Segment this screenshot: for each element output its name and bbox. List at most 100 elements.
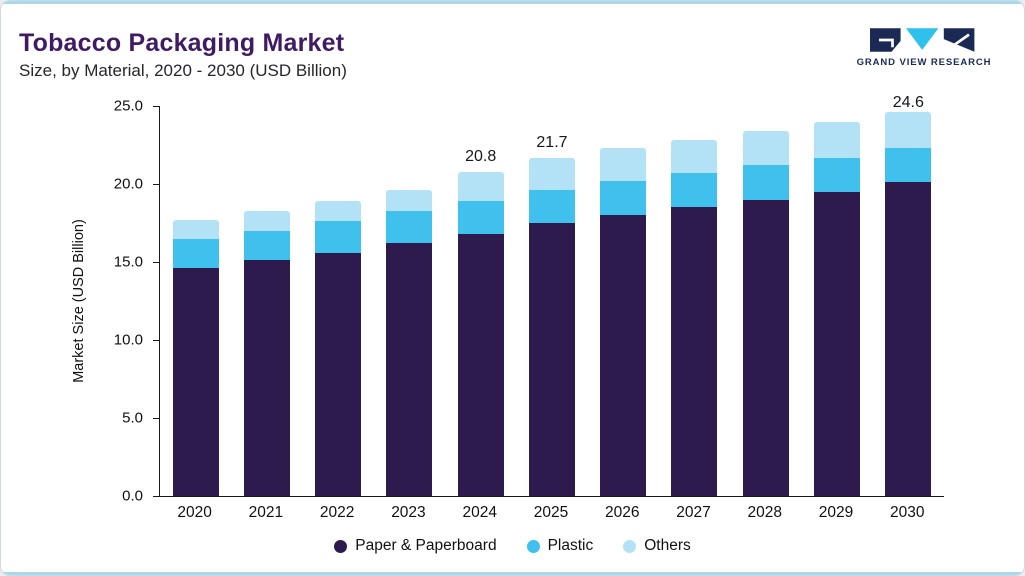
bar-value-label: 24.6 xyxy=(892,94,924,112)
x-tick-label: 2021 xyxy=(248,504,284,521)
bar-segment-others xyxy=(742,130,789,166)
x-tick-label: 2025 xyxy=(533,504,569,521)
y-tick-label: 5.0 xyxy=(122,409,143,427)
y-tick-mark xyxy=(153,261,159,263)
bar-column-2026 xyxy=(588,106,659,496)
bar-segment-others xyxy=(885,112,932,149)
bar-column-2025: 21.7 xyxy=(516,106,587,496)
legend-item-paper-paperboard: Paper & Paperboard xyxy=(334,537,497,555)
bar-segment-plastic xyxy=(457,201,504,234)
bar-stack xyxy=(243,210,290,496)
bar-segment-plastic xyxy=(671,173,718,208)
bar-stack xyxy=(600,148,647,496)
bar-column-2024: 20.8 xyxy=(445,106,516,496)
legend-dot-icon xyxy=(526,539,540,553)
y-tick-label: 25.0 xyxy=(113,97,143,115)
y-tick-label: 15.0 xyxy=(113,253,143,271)
y-tick-mark xyxy=(153,105,159,107)
bar-column-2028 xyxy=(730,106,801,496)
chart-title: Tobacco Packaging Market xyxy=(19,29,345,57)
logo-text: GRAND VIEW RESEARCH xyxy=(856,57,992,68)
bar-value-label: 20.8 xyxy=(465,147,497,165)
bar-segment-others xyxy=(457,171,504,202)
bar-segment-others xyxy=(243,210,290,231)
bar-segment-paper-paperboard xyxy=(671,207,718,496)
bar-column-2027 xyxy=(659,106,730,496)
chart-subtitle: Size, by Material, 2020 - 2030 (USD Bill… xyxy=(19,61,347,80)
y-tick-mark xyxy=(153,339,159,341)
bar-segment-paper-paperboard xyxy=(814,191,861,496)
bar-segment-paper-paperboard xyxy=(243,260,290,496)
legend-label: Paper & Paperboard xyxy=(355,537,497,554)
legend: Paper & Paperboard Plastic Others xyxy=(1,537,1024,555)
bar-segment-paper-paperboard xyxy=(742,199,789,496)
bar-stack xyxy=(315,201,362,496)
y-tick-label: 10.0 xyxy=(113,331,143,349)
bar-segment-plastic xyxy=(243,230,290,261)
bar-segment-others xyxy=(528,157,575,191)
x-tick-label: 2030 xyxy=(890,504,925,521)
bar-stack xyxy=(172,219,219,496)
bar-segment-paper-paperboard xyxy=(885,182,932,496)
bar-value-label: 21.7 xyxy=(536,133,568,151)
y-tick-mark xyxy=(153,183,159,185)
x-tick-label: 2027 xyxy=(676,504,711,521)
bar-segment-plastic xyxy=(885,148,932,183)
y-tick-mark xyxy=(153,495,159,497)
legend-label: Others xyxy=(644,537,691,554)
bar-segment-plastic xyxy=(742,165,789,200)
plot-area: 20.8 21.7 24.6 xyxy=(159,94,944,497)
x-tick-label: 2022 xyxy=(319,504,355,521)
x-tick-label: 2023 xyxy=(391,504,426,521)
bar-stack xyxy=(814,121,861,496)
bottom-accent-line xyxy=(1,572,1024,575)
bar-segment-others xyxy=(172,219,219,239)
bar-column-2022 xyxy=(303,106,374,496)
bar-column-2030: 24.6 xyxy=(873,94,944,496)
legend-item-plastic: Plastic xyxy=(526,537,594,555)
bar-segment-plastic xyxy=(814,157,861,192)
bar-stack xyxy=(386,190,433,496)
y-tick-mark xyxy=(153,417,159,419)
x-tick-label: 2026 xyxy=(604,504,640,521)
bar-column-2029 xyxy=(801,106,872,496)
bar-stack xyxy=(528,157,575,496)
bar-column-2021 xyxy=(231,106,302,496)
legend-dot-icon xyxy=(334,539,348,553)
grand-view-research-logo: GRAND VIEW RESEARCH xyxy=(846,27,1002,68)
bar-segment-others xyxy=(671,140,718,174)
bar-stack xyxy=(671,140,718,496)
bar-segment-plastic xyxy=(172,238,219,269)
y-tick-label: 20.0 xyxy=(113,175,143,193)
bar-segment-paper-paperboard xyxy=(315,252,362,496)
bar-segment-others xyxy=(315,201,362,222)
legend-dot-icon xyxy=(623,539,637,553)
bar-segment-others xyxy=(386,190,433,211)
bar-segment-plastic xyxy=(386,210,433,244)
bar-column-2020 xyxy=(160,106,231,496)
bar-segment-plastic xyxy=(600,180,647,216)
x-tick-label: 2028 xyxy=(747,504,782,521)
bar-segment-paper-paperboard xyxy=(600,215,647,496)
bar-segment-others xyxy=(814,121,861,158)
bar-segment-plastic xyxy=(528,190,575,223)
legend-item-others: Others xyxy=(623,537,691,555)
bar-segment-paper-paperboard xyxy=(172,268,219,496)
x-tick-label: 2024 xyxy=(462,504,497,521)
y-tick-label: 0.0 xyxy=(122,487,143,505)
bar-segment-others xyxy=(600,148,647,181)
top-accent-line xyxy=(1,1,1024,4)
x-axis-labels: 2020 2021 2022 2023 2024 2025 2026 2027 2028 2029… xyxy=(159,504,943,522)
legend-label: Plastic xyxy=(547,537,594,554)
bar-stack xyxy=(742,130,789,496)
bar-segment-paper-paperboard xyxy=(457,233,504,496)
bar-segment-paper-paperboard xyxy=(386,243,433,496)
bar-segment-plastic xyxy=(315,221,362,253)
bar-column-2023 xyxy=(374,106,445,496)
x-tick-label: 2020 xyxy=(177,504,212,521)
bar-stack xyxy=(885,112,932,496)
bar-segment-paper-paperboard xyxy=(528,223,575,496)
logo-mark-icon xyxy=(870,28,975,52)
bar-stack xyxy=(457,171,504,496)
